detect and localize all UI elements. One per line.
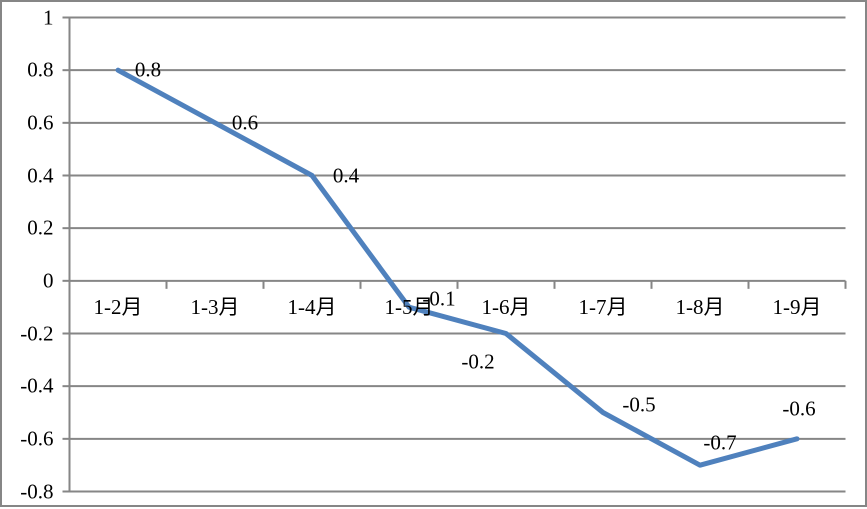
data-point-label: -0.1 [422, 286, 456, 311]
value-axis-tick-label: -0.6 [20, 426, 54, 451]
value-axis-tick-label: 0 [43, 268, 54, 293]
value-axis-tick-label: 0.4 [27, 163, 54, 187]
category-axis-tick-label: 1-3月 [190, 294, 240, 319]
category-axis-tick-label: 1-8月 [675, 294, 725, 319]
data-point-label: 0.8 [134, 57, 162, 82]
value-axis-tick-label: 0.6 [27, 110, 54, 135]
category-axis-tick-label: 1-5月 [384, 294, 434, 319]
data-point-label: -0.2 [461, 349, 495, 373]
value-axis-tick-label: 0.8 [27, 57, 54, 82]
category-axis-tick-label: 1-7月 [578, 294, 628, 319]
data-point-label: -0.5 [622, 392, 656, 416]
value-axis-tick-label: -0.2 [20, 321, 54, 345]
category-axis-tick-label: 1-4月 [287, 294, 337, 319]
value-axis-tick-label: -0.4 [20, 373, 54, 398]
category-axis-tick-label: 1-9月 [772, 294, 822, 319]
value-axis-tick-label: -0.8 [20, 479, 54, 503]
data-series-line [115, 67, 800, 468]
value-axis-tick-label: 1 [43, 5, 54, 29]
gridlines [69, 16, 846, 493]
data-point-label: -0.6 [782, 396, 816, 421]
category-axis-tick-label: 1-2月 [93, 294, 143, 319]
data-point-label: 0.6 [231, 110, 259, 135]
value-axis-tick-label: 0.2 [27, 215, 54, 240]
category-axis-tick-label: 1-6月 [481, 294, 531, 319]
axis-tick-marks [62, 16, 847, 493]
data-point-label: 0.4 [332, 163, 360, 187]
data-point-label: -0.7 [703, 430, 737, 455]
